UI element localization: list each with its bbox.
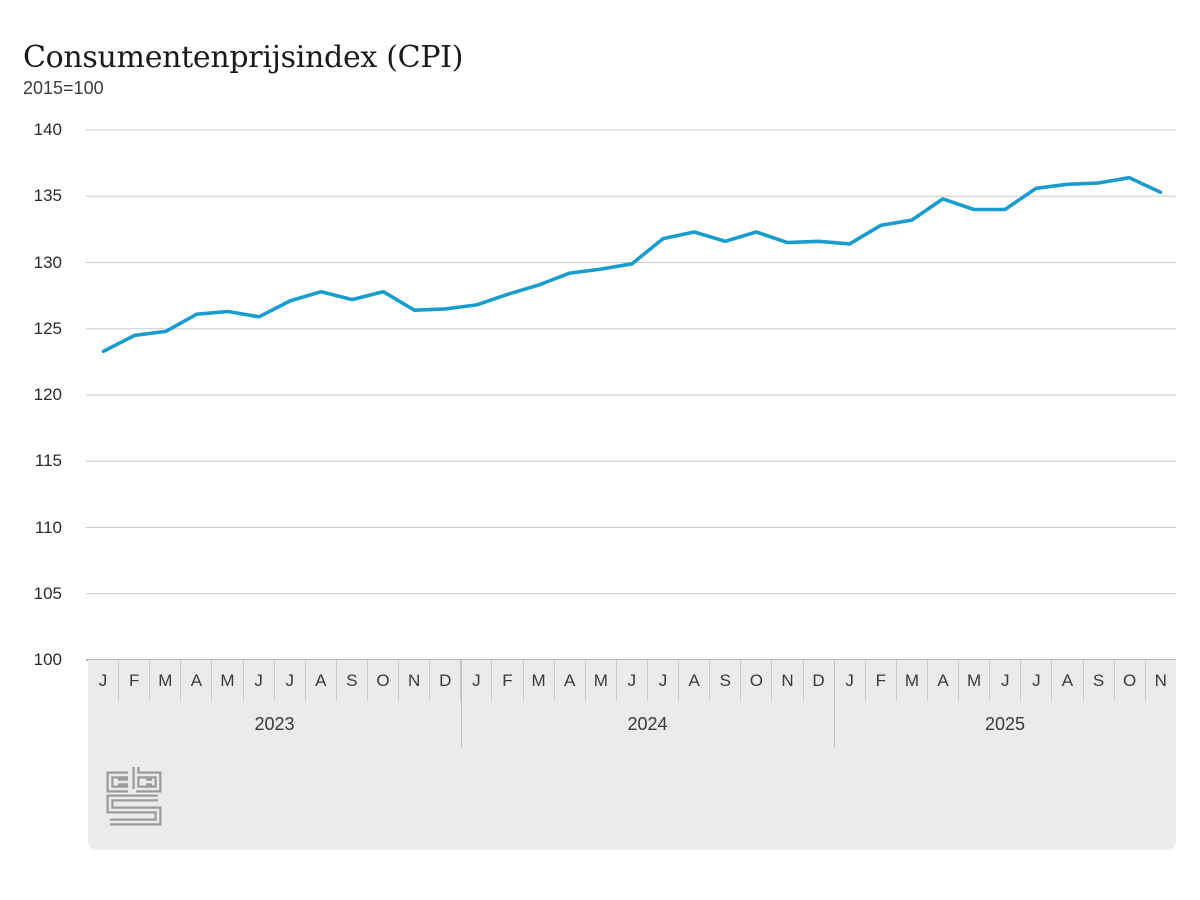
year-separator [460,660,462,747]
month-label-2023-11: N [399,660,431,701]
month-label-2025-10: O [1115,660,1146,701]
month-label-2024-7: J [648,660,680,701]
y-tick-label-115: 115 [34,451,62,471]
month-label-2024-11: N [772,660,804,701]
month-label-2025-8: A [1052,660,1084,701]
month-label-2023-5: M [212,660,244,701]
year-label-2025: 2025 [984,713,1026,734]
month-label-2025-5: M [959,660,991,701]
month-label-2024-1: J [461,660,493,701]
month-label-2023-7: J [275,660,306,701]
year-label-2024: 2024 [627,713,668,734]
month-label-2024-5: M [586,660,617,701]
month-label-2024-2: F [492,660,524,701]
month-label-2023-2: F [119,660,151,701]
month-label-2025-11: N [1154,670,1167,690]
month-label-2024-3: M [524,660,555,701]
month-label-2023-9: S [337,660,368,701]
y-tick-label-110: 110 [34,517,62,537]
month-label-2024-12: D [804,660,835,701]
month-label-2023-3: M [150,660,182,701]
month-label-2025-3: M [897,660,928,701]
page-title: Consumentenprijsindex (CPI) [23,40,464,76]
y-tick-label-105: 105 [33,583,62,603]
year-separator [833,660,835,747]
y-tick-label-125: 125 [33,318,62,338]
month-label-2025-6: J [990,660,1022,701]
month-label-2025-9: S [1084,660,1115,701]
year-labels-row: 2023 2024 2025 [88,701,1176,747]
month-label-2024-6: J [617,660,648,701]
month-label-2023-6: J [244,660,275,701]
month-label-2025-7: J [1021,660,1053,701]
month-label-2023-1: J [88,660,120,701]
y-tick-label-120: 120 [33,385,62,404]
y-tick-label-140: 140 [33,120,62,139]
chart-unit-subtitle: 2015=100 [23,78,104,98]
gridlines [86,129,1176,661]
month-label-2024-4: A [555,660,586,701]
y-tick-label-135: 135 [33,186,62,206]
y-tick-label-100: 100 [33,650,62,669]
year-label-2023: 2023 [254,713,295,734]
month-label-2023-4: A [181,660,213,701]
month-label-2025-4: A [928,660,960,701]
cpi-data-line [101,175,1163,354]
month-label-2023-10: O [368,660,400,701]
month-label-2025-1: J [835,660,866,701]
month-label-2023-8: A [306,660,337,701]
month-label-2024-10: O [741,660,773,701]
month-label-2023-12: D [430,660,462,701]
month-label-2024-8: A [679,660,711,701]
y-tick-label-130: 130 [33,252,62,272]
month-label-2025-2: F [866,660,897,701]
cbs-logo [103,763,165,834]
month-label-2024-9: S [710,660,742,701]
